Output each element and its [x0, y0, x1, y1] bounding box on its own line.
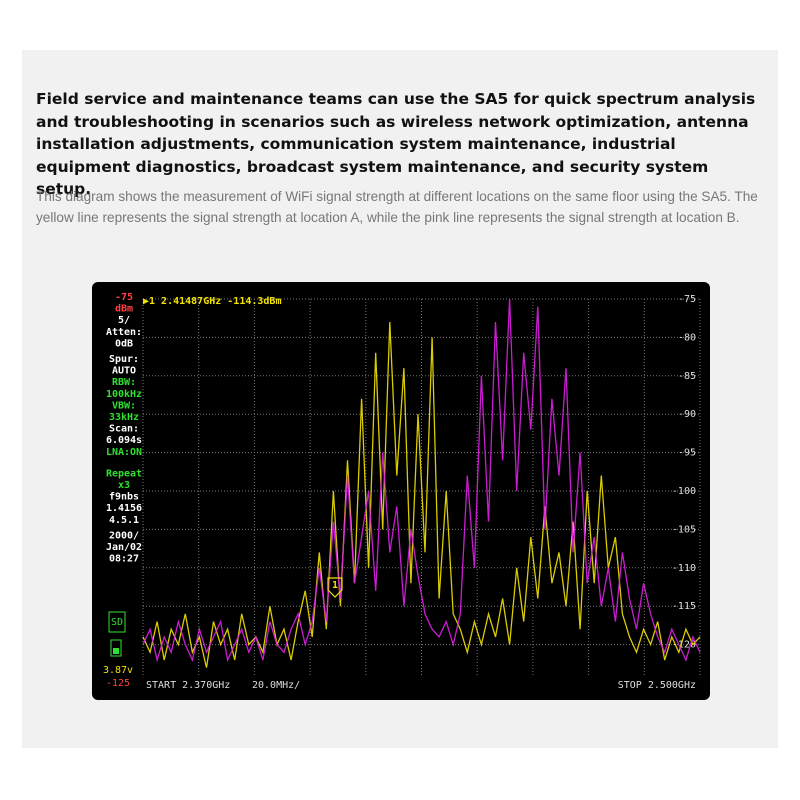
marker-id: 1: [332, 580, 338, 591]
side-label: 2000/: [109, 530, 139, 541]
stop-label: STOP 2.500GHz: [618, 680, 696, 691]
y-tick-label: -80: [678, 332, 696, 343]
lead-text: Field service and maintenance teams can …: [36, 90, 756, 198]
side-label: Repeat: [106, 468, 142, 479]
marker-shape: [327, 577, 343, 598]
y-tick-label: -115: [672, 601, 696, 612]
side-label: x3: [118, 480, 130, 491]
marker-readout: ▶1 2.41487GHz -114.3dBm: [143, 296, 281, 307]
side-label: AUTO: [112, 366, 136, 377]
side-label: 6.094s: [106, 435, 142, 446]
side-label: 5/: [118, 315, 130, 326]
side-label: Spur:: [109, 354, 139, 365]
side-label: LNA:ON: [106, 447, 142, 458]
bottom-level: -125: [106, 678, 130, 689]
side-label: Atten:: [106, 327, 142, 338]
side-label: 33kHz: [109, 412, 139, 423]
span-label: 20.0MHz/: [252, 680, 300, 691]
side-label: Jan/02: [106, 542, 142, 553]
start-label: START 2.370GHz: [146, 680, 230, 691]
y-tick-label: -105: [672, 524, 696, 535]
body-text: This diagram shows the measurement of Wi…: [36, 189, 758, 225]
battery-label: 3.87v: [103, 665, 133, 676]
y-tick-label: -85: [678, 371, 696, 382]
trace: [142, 298, 701, 663]
side-label: f9nbs: [109, 492, 139, 503]
y-tick-label: -90: [678, 409, 696, 420]
y-tick-label: -100: [672, 486, 696, 497]
y-tick-label: -110: [672, 563, 696, 574]
side-label: RBW:: [112, 377, 136, 388]
side-label: Scan:: [109, 424, 139, 435]
y-tick-label: -120: [672, 640, 696, 651]
battery-icon: [110, 639, 122, 657]
sd-label: SD: [111, 617, 123, 628]
side-label: 4.5.1: [109, 515, 139, 526]
battery-level: [113, 648, 119, 654]
side-label: 1.4156: [106, 503, 142, 514]
side-label: 0dB: [115, 338, 133, 349]
side-label: dBm: [115, 304, 133, 315]
side-label: 100kHz: [106, 389, 142, 400]
side-label: -75: [115, 292, 133, 303]
sd-icon: [108, 611, 126, 633]
trace: [142, 321, 701, 668]
side-label: VBW:: [112, 400, 136, 411]
y-tick-label: -95: [678, 448, 696, 459]
side-label: 08:27: [109, 554, 139, 565]
y-tick-label: -75: [678, 294, 696, 305]
